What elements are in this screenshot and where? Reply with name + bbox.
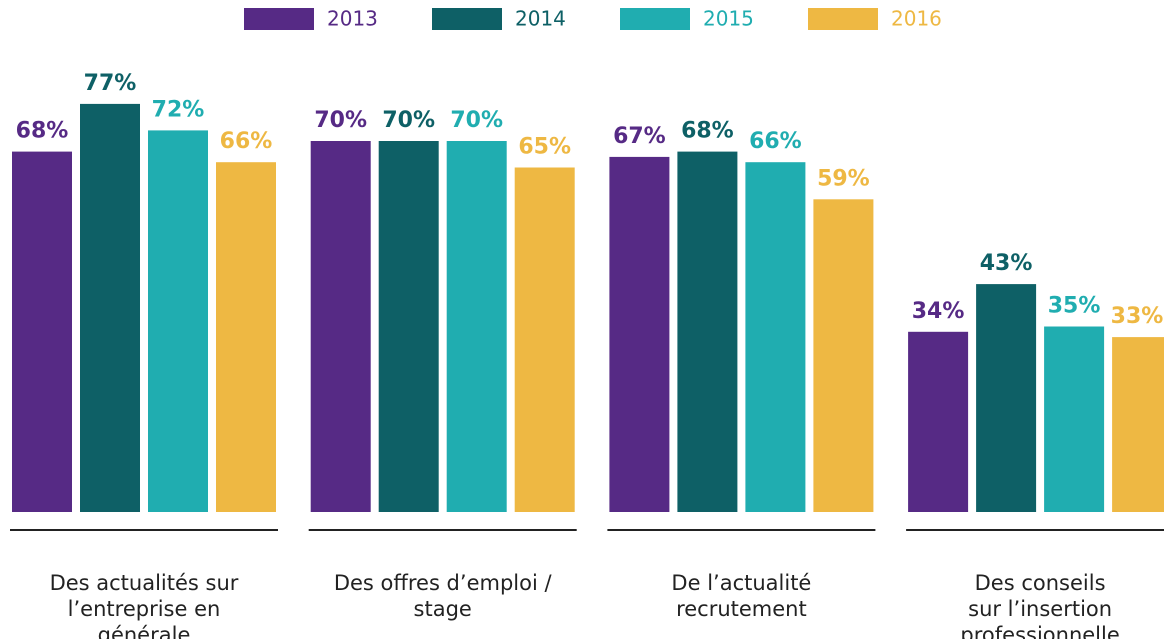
bar [908, 331, 969, 512]
legend-swatch [620, 8, 690, 30]
legend-swatch [808, 8, 878, 30]
legend-label: 2015 [703, 7, 754, 31]
x-tick-label: De l’actualité [671, 571, 811, 595]
bar [745, 162, 806, 512]
bar [378, 141, 439, 512]
data-label: 77% [84, 71, 137, 96]
bar [148, 130, 208, 512]
data-label: 35% [1048, 294, 1101, 319]
bar [976, 284, 1037, 512]
legend-label: 2013 [327, 7, 378, 31]
data-label: 68% [16, 119, 69, 144]
bar [216, 162, 276, 512]
data-label: 72% [152, 97, 205, 122]
data-label: 66% [220, 129, 273, 154]
x-tick-label: sur l’insertion [968, 597, 1112, 621]
data-label: 59% [817, 166, 870, 191]
bar [310, 141, 371, 512]
bar [677, 151, 738, 512]
data-label: 34% [912, 299, 965, 324]
legend-swatch [432, 8, 502, 30]
bar [514, 167, 575, 512]
bar [446, 141, 507, 512]
bar [80, 103, 140, 513]
data-label: 33% [1111, 304, 1164, 329]
data-label: 43% [980, 251, 1033, 276]
bar [12, 151, 72, 512]
x-tick-label: stage [414, 597, 472, 621]
x-tick-label: générale [98, 623, 191, 639]
bar [609, 156, 670, 512]
x-tick-label: Des offres d’emploi / [334, 571, 553, 595]
bar [1112, 337, 1164, 512]
data-label: 68% [681, 119, 734, 144]
x-tick-label: Des actualités sur [50, 571, 239, 595]
data-label: 70% [314, 108, 367, 133]
x-tick-label: professionnelle [960, 623, 1119, 639]
legend-label: 2016 [891, 7, 942, 31]
data-label: 70% [450, 108, 503, 133]
data-label: 67% [613, 124, 666, 149]
data-label: 65% [518, 135, 571, 160]
bar [813, 199, 874, 513]
data-label: 66% [749, 129, 802, 154]
bar [1044, 326, 1105, 512]
legend-label: 2014 [515, 7, 566, 31]
data-label: 70% [382, 108, 435, 133]
x-tick-label: recrutement [676, 597, 807, 621]
x-tick-label: Des conseils [975, 571, 1106, 595]
x-tick-label: l’entreprise en [68, 597, 221, 621]
legend-swatch [244, 8, 314, 30]
